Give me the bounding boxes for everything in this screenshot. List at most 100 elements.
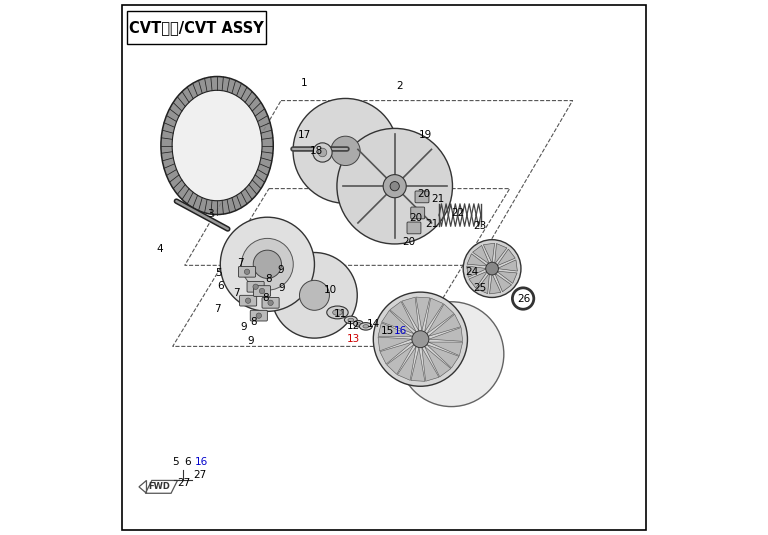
Text: 27: 27 — [193, 470, 206, 480]
Circle shape — [485, 262, 498, 275]
Polygon shape — [378, 323, 412, 337]
Polygon shape — [495, 243, 507, 264]
Ellipse shape — [353, 320, 363, 327]
Circle shape — [220, 217, 314, 311]
FancyBboxPatch shape — [239, 266, 256, 277]
Polygon shape — [497, 249, 515, 266]
Text: 12: 12 — [346, 322, 359, 331]
Ellipse shape — [172, 90, 262, 201]
Text: 5: 5 — [172, 457, 179, 468]
Text: 17: 17 — [298, 130, 312, 140]
Text: 22: 22 — [452, 208, 465, 218]
Text: 16: 16 — [393, 326, 407, 335]
Polygon shape — [429, 314, 461, 337]
Text: 8: 8 — [250, 317, 257, 327]
Polygon shape — [477, 273, 489, 294]
Polygon shape — [495, 273, 511, 292]
Ellipse shape — [161, 77, 273, 215]
Circle shape — [318, 148, 326, 157]
Polygon shape — [416, 297, 430, 331]
Polygon shape — [386, 345, 414, 374]
Circle shape — [383, 174, 406, 198]
Circle shape — [260, 288, 265, 294]
Text: 13: 13 — [346, 334, 359, 343]
Polygon shape — [497, 260, 518, 271]
Polygon shape — [390, 302, 416, 332]
Polygon shape — [382, 310, 414, 334]
Circle shape — [253, 250, 282, 278]
Polygon shape — [429, 342, 462, 356]
FancyBboxPatch shape — [262, 297, 279, 308]
Text: 4: 4 — [156, 244, 163, 254]
Circle shape — [373, 292, 468, 386]
Polygon shape — [427, 345, 459, 368]
Text: 20: 20 — [402, 237, 415, 247]
Text: 3: 3 — [207, 209, 214, 219]
Text: 18: 18 — [310, 146, 323, 156]
FancyBboxPatch shape — [250, 310, 267, 321]
Polygon shape — [429, 327, 462, 341]
Text: 20: 20 — [409, 213, 422, 223]
Polygon shape — [467, 266, 487, 277]
FancyBboxPatch shape — [407, 222, 421, 234]
Circle shape — [268, 300, 273, 305]
Polygon shape — [472, 246, 489, 264]
Text: 26: 26 — [518, 294, 531, 303]
Polygon shape — [402, 297, 419, 331]
Text: 20: 20 — [417, 189, 430, 198]
Text: 14: 14 — [366, 319, 380, 329]
Ellipse shape — [356, 322, 360, 325]
Ellipse shape — [348, 318, 354, 322]
Polygon shape — [380, 342, 412, 364]
Polygon shape — [411, 348, 425, 381]
Ellipse shape — [359, 323, 372, 330]
Polygon shape — [422, 348, 439, 381]
Circle shape — [399, 302, 504, 407]
FancyBboxPatch shape — [415, 191, 429, 203]
Text: 8: 8 — [262, 293, 269, 303]
Text: 7: 7 — [233, 288, 240, 298]
Circle shape — [313, 143, 332, 162]
Circle shape — [293, 98, 398, 203]
Text: 11: 11 — [333, 309, 347, 319]
FancyBboxPatch shape — [253, 286, 270, 296]
Ellipse shape — [363, 325, 369, 328]
Circle shape — [300, 280, 329, 310]
Text: CVT总成/CVT ASSY: CVT总成/CVT ASSY — [129, 20, 264, 35]
Polygon shape — [427, 304, 454, 334]
Text: 7: 7 — [237, 258, 244, 268]
Text: 6: 6 — [184, 457, 190, 468]
Ellipse shape — [344, 316, 357, 324]
Text: 16: 16 — [194, 457, 207, 468]
Text: 8: 8 — [265, 274, 272, 284]
Text: 21: 21 — [425, 219, 439, 228]
Circle shape — [390, 181, 399, 191]
Circle shape — [244, 269, 250, 274]
Text: 24: 24 — [465, 267, 478, 277]
FancyBboxPatch shape — [240, 295, 257, 306]
Text: 21: 21 — [431, 194, 444, 204]
Text: 5: 5 — [215, 268, 221, 278]
Polygon shape — [397, 347, 416, 380]
Text: 9: 9 — [278, 283, 285, 293]
Text: 27: 27 — [177, 478, 190, 488]
Circle shape — [257, 313, 261, 318]
Circle shape — [246, 298, 251, 303]
Circle shape — [463, 240, 521, 297]
Text: 9: 9 — [247, 337, 253, 346]
Polygon shape — [469, 271, 488, 288]
Text: FWD: FWD — [148, 483, 170, 491]
Text: 7: 7 — [214, 304, 220, 314]
Circle shape — [331, 136, 360, 165]
Polygon shape — [483, 243, 495, 263]
Polygon shape — [467, 254, 488, 266]
Text: 10: 10 — [324, 285, 337, 295]
Ellipse shape — [333, 310, 343, 315]
Text: 9: 9 — [277, 265, 283, 274]
FancyBboxPatch shape — [411, 207, 425, 219]
Text: 25: 25 — [474, 283, 487, 293]
Text: 1: 1 — [300, 78, 307, 88]
Text: 23: 23 — [474, 221, 487, 231]
Polygon shape — [378, 337, 412, 351]
Ellipse shape — [326, 306, 348, 319]
